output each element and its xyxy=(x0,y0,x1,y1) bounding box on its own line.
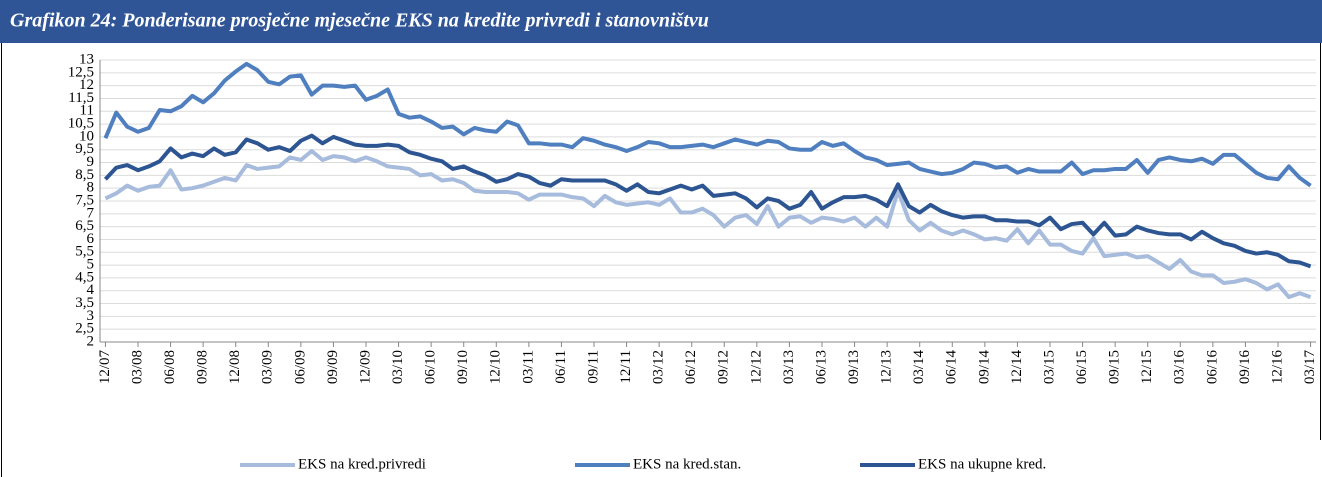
x-tick-label: 12/14 xyxy=(1009,350,1025,385)
y-tick-label: 4 xyxy=(87,282,95,298)
x-tick-label: 12/13 xyxy=(879,350,895,384)
x-tick-label: 12/12 xyxy=(748,350,764,384)
series-line xyxy=(103,133,1312,269)
x-tick-label: 12/10 xyxy=(488,350,504,384)
y-tick-label: 12 xyxy=(79,77,94,93)
x-tick-label: 12/11 xyxy=(618,350,634,384)
x-tick-label: 09/15 xyxy=(1107,350,1123,384)
y-tick-label: 11 xyxy=(80,103,94,119)
series-line xyxy=(104,149,1312,300)
x-tick-label: 09/10 xyxy=(455,350,471,384)
y-tick-label: 9,5 xyxy=(75,141,94,157)
x-tick-label: 09/13 xyxy=(846,350,862,384)
x-tick-label: 03/08 xyxy=(129,350,145,384)
y-tick-label: 3,5 xyxy=(75,295,94,311)
x-tick-label: 03/14 xyxy=(911,350,927,385)
y-tick-label: 2,5 xyxy=(75,321,94,337)
y-tick-label: 4,5 xyxy=(75,269,94,285)
series-line xyxy=(103,61,1312,188)
x-tick-label: 12/08 xyxy=(227,350,243,384)
x-tick-label: 09/09 xyxy=(325,350,341,384)
x-tick-label: 12/07 xyxy=(97,350,113,385)
y-tick-label: 2 xyxy=(87,333,95,349)
x-tick-label: 06/13 xyxy=(813,350,829,384)
y-tick-label: 3 xyxy=(87,308,95,324)
x-tick-label: 03/16 xyxy=(1172,350,1188,385)
y-tick-label: 5,5 xyxy=(75,244,94,260)
x-tick-label: 06/09 xyxy=(292,350,308,384)
y-tick-label: 10,5 xyxy=(68,116,94,132)
chart-title: Grafikon 24: Ponderisane prosječne mjese… xyxy=(10,10,709,32)
legend-label: EKS na ukupne kred. xyxy=(918,456,1046,472)
header-bar xyxy=(0,0,1322,43)
y-tick-label: 8,5 xyxy=(75,167,94,183)
legend-label: EKS na kred.privredi xyxy=(298,456,426,472)
x-tick-label: 06/14 xyxy=(944,350,960,385)
x-tick-label: 03/11 xyxy=(520,350,536,384)
x-tick-label: 09/08 xyxy=(195,350,211,384)
y-tick-label: 8 xyxy=(87,180,95,196)
x-tick-label: 03/10 xyxy=(390,350,406,384)
y-tick-label: 6,5 xyxy=(75,218,94,234)
x-tick-label: 12/15 xyxy=(1139,350,1155,384)
y-tick-label: 11,5 xyxy=(68,90,94,106)
x-tick-label: 12/09 xyxy=(357,350,373,384)
y-tick-label: 10 xyxy=(79,128,94,144)
x-tick-label: 06/08 xyxy=(162,350,178,384)
x-tick-label: 06/15 xyxy=(1074,350,1090,384)
x-tick-label: 06/12 xyxy=(683,350,699,384)
x-tick-label: 09/14 xyxy=(976,350,992,385)
y-tick-label: 7 xyxy=(87,205,95,221)
y-tick-label: 13 xyxy=(79,51,94,67)
y-tick-label: 7,5 xyxy=(75,192,94,208)
y-tick-label: 9 xyxy=(87,154,95,170)
x-tick-label: 09/16 xyxy=(1237,350,1253,385)
x-tick-label: 03/17 xyxy=(1302,350,1318,385)
x-tick-label: 03/15 xyxy=(1041,350,1057,384)
x-tick-label: 03/09 xyxy=(260,350,276,384)
x-tick-label: 06/16 xyxy=(1204,350,1220,385)
x-tick-label: 09/12 xyxy=(716,350,732,384)
y-tick-label: 12,5 xyxy=(68,64,94,80)
x-tick-label: 03/13 xyxy=(781,350,797,384)
x-tick-label: 03/12 xyxy=(651,350,667,384)
x-tick-label: 09/11 xyxy=(585,350,601,384)
y-tick-label: 6 xyxy=(87,231,95,247)
x-tick-label: 06/11 xyxy=(553,350,569,384)
x-tick-label: 12/16 xyxy=(1269,350,1285,385)
y-tick-label: 5 xyxy=(87,257,95,273)
x-tick-label: 06/10 xyxy=(423,350,439,384)
legend-label: EKS na kred.stan. xyxy=(633,456,741,472)
